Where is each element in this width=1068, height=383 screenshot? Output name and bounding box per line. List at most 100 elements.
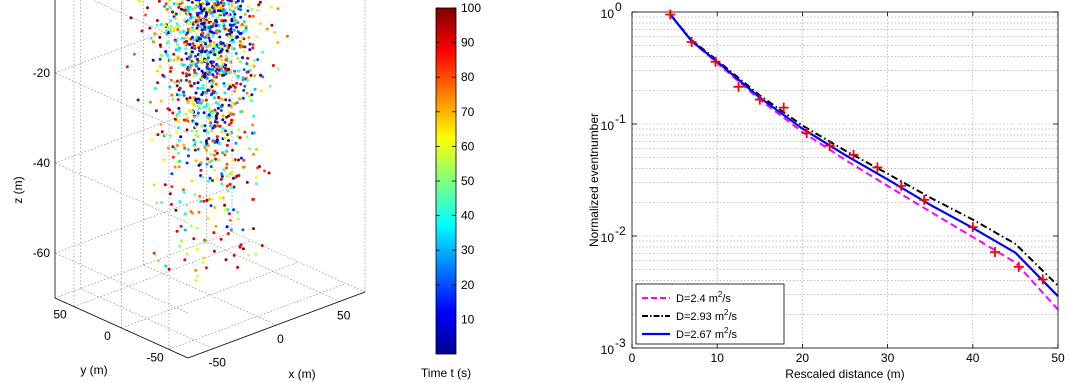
- scatter-point: [215, 67, 219, 71]
- y-tick-label: 10: [601, 7, 615, 21]
- scatter-point: [223, 19, 227, 22]
- scatter-point: [211, 14, 215, 18]
- scatter-point: [204, 42, 208, 46]
- scatter-point: [239, 243, 243, 247]
- scatter-point: [243, 45, 247, 49]
- scatter-point: [243, 130, 247, 134]
- scatter-point: [185, 39, 188, 43]
- x-tick-label: 20: [796, 351, 810, 365]
- scatter-point: [249, 73, 253, 77]
- scatter-point: [252, 197, 256, 201]
- data-marker: [1037, 274, 1048, 285]
- scatter-point: [193, 140, 196, 144]
- scatter-point: [228, 98, 232, 102]
- scatter-point: [209, 60, 213, 64]
- scatter-point: [187, 68, 191, 72]
- x-tick-label: 40: [966, 351, 980, 365]
- scatter-point: [217, 95, 221, 99]
- scatter-point: [248, 42, 252, 46]
- colorbar-ticks: 10 20 30 40 50 60 70 80 90 100: [436, 1, 481, 326]
- scatter-point: [178, 11, 182, 15]
- scatter-point: [170, 172, 174, 176]
- scatter-point: [244, 29, 248, 33]
- side-wall-grid-line: [54, 162, 189, 224]
- data-marker: [778, 102, 789, 113]
- x-tick-label: 50: [1051, 351, 1065, 365]
- scatter-point: [173, 117, 177, 121]
- scatter-point: [183, 146, 187, 150]
- scatter-point: [225, 162, 229, 166]
- legend-entry-unit: /s: [728, 329, 737, 341]
- scatter-point: [195, 247, 199, 251]
- scatter-point: [181, 29, 185, 33]
- scatter-point: [217, 102, 221, 106]
- scatter-point: [220, 174, 224, 178]
- y-tick-exponent: -2: [615, 224, 626, 238]
- scatter-point: [205, 198, 209, 202]
- scatter-point: [257, 3, 261, 7]
- scatter-point: [213, 108, 217, 112]
- scatter-point: [206, 216, 210, 220]
- scatter-point: [204, 98, 208, 102]
- scatter-point: [199, 40, 203, 44]
- scatter-point: [258, 73, 262, 77]
- scatter-point: [217, 142, 221, 145]
- scatter-point: [198, 49, 201, 53]
- scatter-point: [211, 73, 215, 77]
- scatter-point: [152, 251, 156, 255]
- x-axis-line: [187, 291, 366, 359]
- scatter-point: [201, 83, 205, 87]
- x-tick-label: 10: [711, 351, 725, 365]
- scatter-point: [194, 279, 198, 282]
- scatter-point: [169, 78, 173, 82]
- scatter-point: [197, 37, 201, 41]
- scatter-point: [178, 2, 182, 6]
- scatter-point: [243, 84, 247, 88]
- scatter-point: [200, 9, 204, 13]
- colorbar-tick-label: 50: [461, 174, 475, 188]
- scatter-point: [164, 264, 168, 268]
- scatter-point: [216, 124, 220, 128]
- scatter-point: [217, 72, 221, 76]
- scatter-point: [169, 19, 173, 23]
- scatter-point: [193, 45, 196, 49]
- scatter-point: [205, 91, 208, 95]
- scatter-point: [161, 73, 165, 77]
- scatter-point: [223, 66, 227, 70]
- scatter-point: [165, 29, 169, 33]
- data-marker: [848, 149, 859, 160]
- scatter-point: [217, 23, 221, 27]
- scatter-point: [229, 113, 233, 116]
- scatter-point: [204, 13, 208, 17]
- scatter-point: [232, 10, 236, 14]
- scatter-point: [193, 115, 196, 119]
- scatter-point: [173, 165, 177, 169]
- scatter-point: [221, 22, 225, 26]
- scatter-point: [227, 110, 231, 114]
- scatter-point: [197, 67, 201, 71]
- scatter-point: [158, 57, 162, 61]
- z-tick-label: -40: [33, 156, 51, 170]
- scatter-point: [199, 7, 203, 11]
- scatter-point: [164, 50, 168, 53]
- colorbar-tick-label: 70: [461, 105, 475, 119]
- scatter-point: [173, 16, 177, 20]
- scatter-point: [267, 171, 271, 175]
- scatter-point: [196, 60, 200, 64]
- scatter-point: [186, 148, 190, 152]
- scatter-point: [198, 53, 202, 57]
- scatter-point: [188, 80, 192, 84]
- scatter-point: [240, 42, 244, 46]
- scatter-point: [200, 93, 204, 97]
- scatter-point: [189, 224, 193, 228]
- scatter-point: [194, 125, 198, 129]
- scatter-point: [224, 54, 228, 58]
- scatter-point: [224, 98, 228, 102]
- scatter-point: [259, 22, 262, 26]
- scatter-point: [202, 22, 206, 25]
- scatter-point: [214, 24, 218, 27]
- scatter-point: [194, 5, 198, 9]
- scatter-point: [230, 35, 234, 39]
- scatter-point: [224, 129, 227, 133]
- scatter-point: [232, 253, 236, 257]
